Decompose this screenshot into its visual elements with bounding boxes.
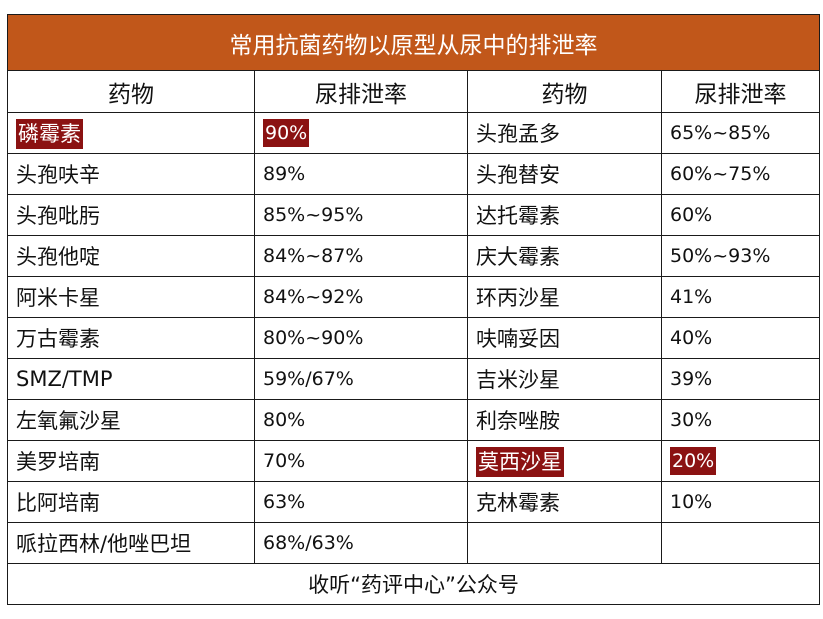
header-drug-2: 药物 xyxy=(467,70,662,113)
rate-cell: 80% xyxy=(254,399,468,441)
header-rate-2: 尿排泄率 xyxy=(661,70,820,113)
rate-cell: 41% xyxy=(661,276,820,318)
title-row: 常用抗菌药物以原型从尿中的排泄率 xyxy=(7,14,820,71)
drug-cell: 比阿培南 xyxy=(7,481,255,523)
rate-cell: 50%~93% xyxy=(661,235,820,277)
rate-cell: 63% xyxy=(254,481,468,523)
drug-cell: 达托霉素 xyxy=(467,194,662,236)
drug-cell: 头孢替安 xyxy=(467,153,662,195)
drug-cell: 克林霉素 xyxy=(467,481,662,523)
drug-cell: 万古霉素 xyxy=(7,317,255,359)
header-drug-1: 药物 xyxy=(7,70,255,113)
highlighted-rate: 90% xyxy=(263,119,310,147)
rate-cell: 89% xyxy=(254,153,468,195)
rate-cell: 80%~90% xyxy=(254,317,468,359)
rate-cell: 84%~92% xyxy=(254,276,468,318)
rate-cell: 84%~87% xyxy=(254,235,468,277)
drug-cell: 哌拉西林/他唑巴坦 xyxy=(7,522,255,564)
table-row: SMZ/TMP 59%/67% 吉米沙星 39% xyxy=(7,358,820,400)
table-row: 美罗培南 70% 莫西沙星 20% xyxy=(7,440,820,482)
table-container: 常用抗菌药物以原型从尿中的排泄率 药物 尿排泄率 药物 尿排泄率 磷霉素 90%… xyxy=(7,14,820,605)
drug-cell: 呋喃妥因 xyxy=(467,317,662,359)
highlighted-rate: 20% xyxy=(670,447,717,475)
rate-cell: 59%/67% xyxy=(254,358,468,400)
table-row: 哌拉西林/他唑巴坦 68%/63% xyxy=(7,522,820,564)
rate-cell: 60% xyxy=(661,194,820,236)
rate-cell: 39% xyxy=(661,358,820,400)
rate-cell: 10% xyxy=(661,481,820,523)
table-row: 左氧氟沙星 80% 利奈唑胺 30% xyxy=(7,399,820,441)
drug-cell: 头孢呋辛 xyxy=(7,153,255,195)
drug-cell: 美罗培南 xyxy=(7,440,255,482)
rate-cell: 60%~75% xyxy=(661,153,820,195)
table-row: 头孢呋辛 89% 头孢替安 60%~75% xyxy=(7,153,820,195)
rate-cell xyxy=(661,522,820,564)
drug-cell: 头孢孟多 xyxy=(467,112,662,154)
table-row: 磷霉素 90% 头孢孟多 65%~85% xyxy=(7,112,820,154)
footer-row: 收听“药评中心”公众号 xyxy=(7,563,820,605)
rate-cell: 90% xyxy=(254,112,468,154)
highlighted-drug: 莫西沙星 xyxy=(476,447,564,477)
drug-cell: 利奈唑胺 xyxy=(467,399,662,441)
drug-excretion-table: 常用抗菌药物以原型从尿中的排泄率 药物 尿排泄率 药物 尿排泄率 磷霉素 90%… xyxy=(7,14,820,605)
drug-cell: 头孢他啶 xyxy=(7,235,255,277)
table-row: 头孢吡肟 85%~95% 达托霉素 60% xyxy=(7,194,820,236)
drug-cell: 阿米卡星 xyxy=(7,276,255,318)
header-rate-1: 尿排泄率 xyxy=(254,70,468,113)
drug-cell: 左氧氟沙星 xyxy=(7,399,255,441)
table-row: 万古霉素 80%~90% 呋喃妥因 40% xyxy=(7,317,820,359)
table-title: 常用抗菌药物以原型从尿中的排泄率 xyxy=(7,14,820,71)
header-row: 药物 尿排泄率 药物 尿排泄率 xyxy=(7,70,820,113)
rate-cell: 65%~85% xyxy=(661,112,820,154)
drug-cell: SMZ/TMP xyxy=(7,358,255,400)
rate-cell: 40% xyxy=(661,317,820,359)
drug-cell: 环丙沙星 xyxy=(467,276,662,318)
highlighted-drug: 磷霉素 xyxy=(16,119,83,149)
rate-cell: 30% xyxy=(661,399,820,441)
table-row: 头孢他啶 84%~87% 庆大霉素 50%~93% xyxy=(7,235,820,277)
rate-cell: 68%/63% xyxy=(254,522,468,564)
rate-cell: 20% xyxy=(661,440,820,482)
drug-cell: 磷霉素 xyxy=(7,112,255,154)
drug-cell: 吉米沙星 xyxy=(467,358,662,400)
footer-note: 收听“药评中心”公众号 xyxy=(7,563,820,605)
rate-cell: 85%~95% xyxy=(254,194,468,236)
drug-cell xyxy=(467,522,662,564)
table-row: 比阿培南 63% 克林霉素 10% xyxy=(7,481,820,523)
drug-cell: 庆大霉素 xyxy=(467,235,662,277)
rate-cell: 70% xyxy=(254,440,468,482)
drug-cell: 莫西沙星 xyxy=(467,440,662,482)
drug-cell: 头孢吡肟 xyxy=(7,194,255,236)
table-row: 阿米卡星 84%~92% 环丙沙星 41% xyxy=(7,276,820,318)
